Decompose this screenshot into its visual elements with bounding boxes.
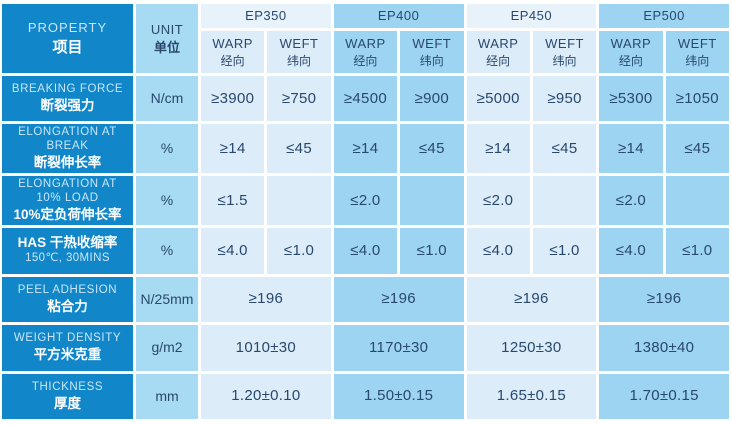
value-cell: ≤1.0 [267,228,331,274]
warp-label: WARP [212,36,253,51]
property-cell-has-shrinkage: HAS 干热收缩率 150℃, 30MINS [2,228,133,274]
weft-label-zh: 纬向 [419,53,444,68]
subheader-warp-ep500: WARP 经向 [599,31,663,73]
unit-cell: % [136,176,198,226]
unit-cell: mm [136,373,198,419]
value-cell: ≥14 [599,124,663,174]
value-cell: ≥5300 [599,76,663,122]
value-cell: ≥750 [267,76,331,122]
property-header-en: PROPERTY [27,20,108,36]
weft-label-zh: 纬向 [685,53,710,68]
unit-cell: % [136,228,198,274]
value-cell: ≤1.0 [400,228,464,274]
value-cell: ≤45 [532,124,597,174]
weft-label: WEFT [545,36,584,51]
property-cell-thickness: THICKNESS 厚度 [2,373,133,419]
property-cell-elongation-10-load: ELONGATION AT 10% LOAD 10%定负荷伸长率 [2,176,133,226]
grade-label: EP350 [245,8,287,24]
value-cell-merged: 1380±40 [599,325,729,371]
grade-header-ep500: EP500 [599,4,729,28]
value-cell: ≥3900 [201,76,265,122]
value-cell: ≤4.0 [466,228,530,274]
value-cell-merged: 1.65±0.15 [466,373,597,419]
value-cell: ≥14 [333,124,398,174]
value-cell-merged: 1250±30 [466,325,597,371]
value-cell: ≤4.0 [599,228,663,274]
value-cell: ≤4.0 [201,228,265,274]
warp-label-zh: 经向 [353,53,378,68]
property-header: PROPERTY 项目 [2,4,133,73]
value-cell: ≥14 [466,124,530,174]
grade-label: EP500 [643,8,685,24]
subheader-weft-ep400: WEFT 纬向 [400,31,464,73]
unit-cell: % [136,124,198,174]
warp-label-zh: 经向 [486,53,511,68]
unit-cell: N/25mm [136,276,198,323]
warp-label-zh: 经向 [220,53,245,68]
subheader-weft-ep500: WEFT 纬向 [665,31,729,73]
weft-label-zh: 纬向 [552,53,577,68]
unit-cell: N/cm [136,76,198,122]
property-cell-breaking-force: BREAKING FORCE 断裂强力 [2,76,133,122]
value-cell: ≤1.0 [532,228,597,274]
value-cell: ≥900 [400,76,464,122]
property-cell-elongation-break: ELONGATION AT BREAK 断裂伸长率 [2,124,133,174]
subheader-weft-ep450: WEFT 纬向 [532,31,597,73]
value-cell: ≥950 [532,76,597,122]
grade-label: EP400 [377,8,420,24]
weft-label: WEFT [412,36,452,51]
value-cell: ≤1.0 [665,228,729,274]
value-cell: ≤2.0 [599,176,663,226]
value-cell-merged: 1.20±0.10 [201,373,331,419]
value-cell-empty [400,176,464,226]
value-cell: ≥1050 [665,76,729,122]
property-header-zh: 项目 [52,38,83,56]
value-cell: ≥14 [201,124,265,174]
grade-header-ep400: EP400 [333,4,464,28]
warp-label-zh: 经向 [618,53,643,68]
value-cell-empty [665,176,729,226]
value-cell-empty [532,176,597,226]
property-cell-peel-adhesion: PEEL ADHESION 粘合力 [2,276,133,323]
warp-label: WARP [345,36,386,51]
value-cell-empty [267,176,331,226]
unit-header-zh: 单位 [153,39,180,55]
grade-label: EP450 [510,8,553,24]
warp-label: WARP [477,36,519,51]
value-cell: ≤45 [400,124,464,174]
subheader-weft-ep350: WEFT 纬向 [267,31,331,73]
value-cell: ≤4.0 [333,228,398,274]
value-cell-merged: ≥196 [333,276,464,323]
unit-header: UNIT 单位 [136,4,198,73]
value-cell-merged: ≥196 [466,276,597,323]
property-cell-weight-density: WEIGHT DENSITY 平方米克重 [2,325,133,371]
unit-cell: g/m2 [136,325,198,371]
spec-table: PROPERTY 项目 UNIT 单位 EP350 EP400 EP450 EP… [2,4,729,419]
value-cell: ≤2.0 [466,176,530,226]
value-cell-merged: 1010±30 [201,325,331,371]
subheader-warp-ep400: WARP 经向 [333,31,398,73]
weft-label-zh: 纬向 [287,53,312,68]
subheader-warp-ep350: WARP 经向 [201,31,265,73]
value-cell: ≥5000 [466,76,530,122]
subheader-warp-ep450: WARP 经向 [466,31,530,73]
value-cell: ≤2.0 [333,176,398,226]
weft-label: WEFT [279,36,319,51]
value-cell: ≤45 [267,124,331,174]
grade-header-ep350: EP350 [201,4,331,28]
value-cell: ≤45 [665,124,729,174]
value-cell-merged: ≥196 [599,276,729,323]
unit-header-en: UNIT [150,21,184,37]
value-cell-merged: 1170±30 [333,325,464,371]
value-cell: ≤1.5 [201,176,265,226]
value-cell-merged: 1.70±0.15 [599,373,729,419]
weft-label: WEFT [677,36,717,51]
grade-header-ep450: EP450 [466,4,597,28]
value-cell: ≥4500 [333,76,398,122]
value-cell-merged: 1.50±0.15 [333,373,464,419]
warp-label: WARP [610,36,652,51]
value-cell-merged: ≥196 [201,276,331,323]
